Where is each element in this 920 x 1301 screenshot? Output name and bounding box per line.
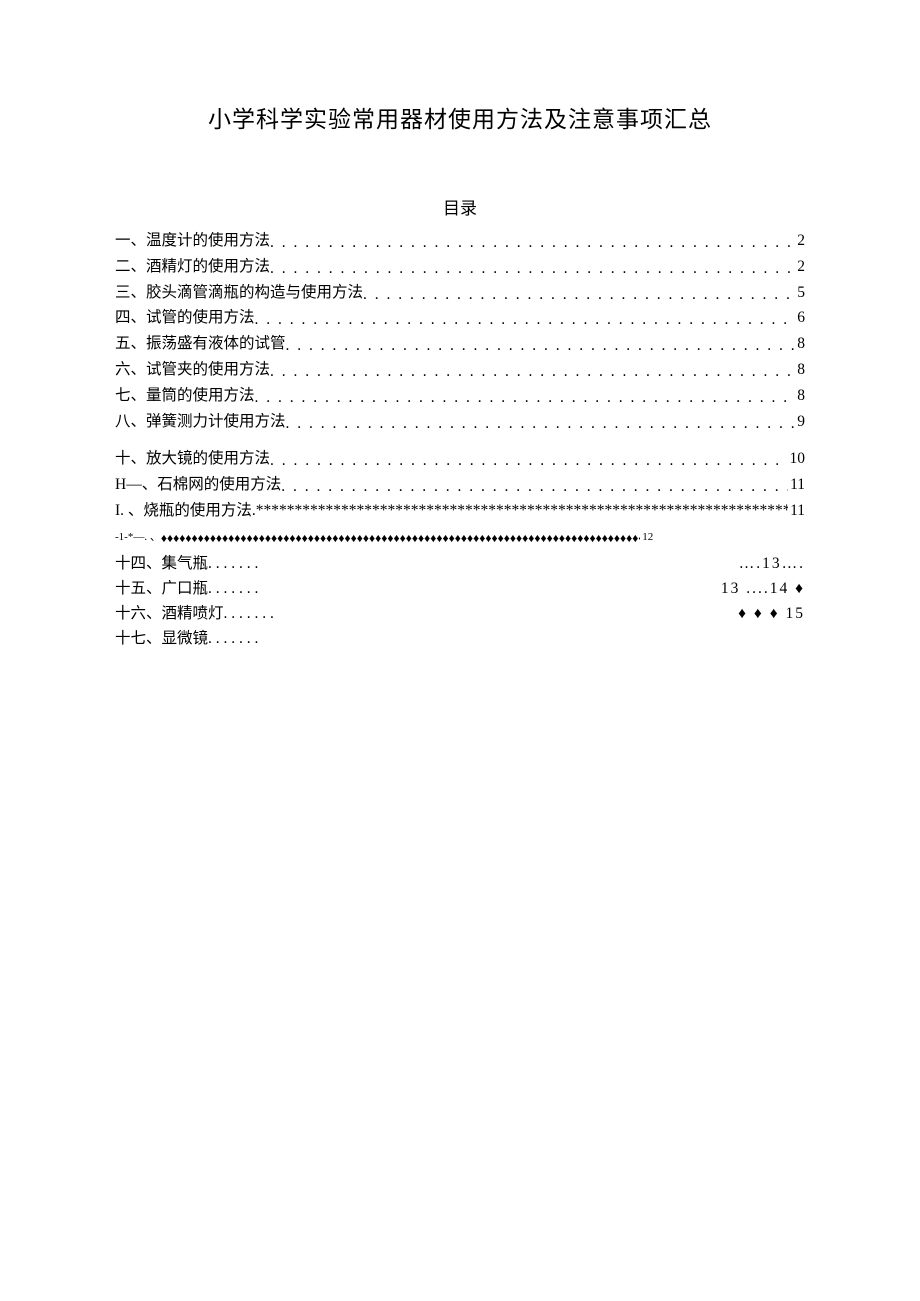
- toc-label: 六、试管夹的使用方法: [115, 358, 270, 383]
- toc-leader: . . . . . . . . . . . . . . . . . . . . …: [270, 231, 795, 254]
- toc-leader: . . . . . . . . . . . . . . . . . . . . …: [363, 283, 795, 306]
- toc-leader: . . . . . . . . . . . . . . . . . . . . …: [255, 308, 796, 331]
- toc-leader: . . . . . . . . . . . . . . . . . . . . …: [270, 257, 795, 280]
- toc-label: 十六、酒精喷灯. . . . . . .: [115, 602, 274, 627]
- toc-item: I. 、烧瓶的使用方法. ***************************…: [115, 499, 805, 524]
- toc-page: 13 ....14 ♦: [721, 577, 805, 602]
- toc-item: 十五、广口瓶. . . . . . . 13 ....14 ♦: [115, 577, 805, 602]
- toc-item: 二、酒精灯的使用方法 . . . . . . . . . . . . . . .…: [115, 255, 805, 280]
- toc-item: 七、量筒的使用方法 . . . . . . . . . . . . . . . …: [115, 384, 805, 409]
- toc-leader: ♦♦♦♦♦♦♦♦♦♦♦♦♦♦♦♦♦♦♦♦♦♦♦♦♦♦♦♦♦♦♦♦♦♦♦♦♦♦♦♦…: [161, 525, 640, 551]
- toc-item: 十七、显微镜. . . . . . .: [115, 627, 805, 652]
- toc-label: 十七、显微镜. . . . . . .: [115, 627, 258, 652]
- toc-label-text: 十六、酒精喷灯: [115, 605, 224, 622]
- toc-label-text: 十五、广口瓶: [115, 580, 208, 597]
- toc-label-text: 十四、集气瓶: [115, 555, 208, 572]
- toc-label: H—、石棉网的使用方法: [115, 473, 281, 498]
- toc-dots: . . . . . . .: [208, 630, 258, 647]
- toc-label: 一、温度计的使用方法: [115, 229, 270, 254]
- toc-leader: . . . . . . . . . . . . . . . . . . . . …: [270, 449, 787, 472]
- toc-leader: . . . . . . . . . . . . . . . . . . . . …: [286, 412, 796, 435]
- toc-label: -1-*—. 、: [115, 525, 161, 551]
- toc-item: -1-*—. 、 ♦♦♦♦♦♦♦♦♦♦♦♦♦♦♦♦♦♦♦♦♦♦♦♦♦♦♦♦♦♦♦…: [115, 525, 653, 551]
- toc-item: H—、石棉网的使用方法 . . . . . . . . . . . . . . …: [115, 473, 805, 498]
- toc-page: 12: [642, 525, 653, 551]
- toc-leader: . . . . . . . . . . . . . . . . . . . . …: [281, 475, 788, 498]
- toc-page: ♦ ♦ ♦ 15: [738, 602, 805, 627]
- document-title: 小学科学实验常用器材使用方法及注意事项汇总: [115, 100, 805, 134]
- toc-label: 十、放大镜的使用方法: [115, 447, 270, 472]
- toc-leader: . . . . . . . . . . . . . . . . . . . . …: [270, 360, 795, 383]
- toc-page: 8: [797, 332, 805, 357]
- toc-leader: . . . . . . . . . . . . . . . . . . . . …: [255, 386, 796, 409]
- toc-label: 四、试管的使用方法: [115, 306, 255, 331]
- toc-page: 11: [790, 499, 805, 524]
- toc-dots: . . . . . . .: [208, 580, 258, 597]
- toc-label: 五、振荡盛有液体的试管: [115, 332, 286, 357]
- toc-leader: ****************************************…: [256, 499, 788, 524]
- toc-item: 五、振荡盛有液体的试管 . . . . . . . . . . . . . . …: [115, 332, 805, 357]
- toc-page: 2: [797, 229, 805, 254]
- toc-label: 七、量筒的使用方法: [115, 384, 255, 409]
- toc-page: 9: [797, 410, 805, 435]
- toc-label: 八、弹簧测力计使用方法: [115, 410, 286, 435]
- toc-page: 11: [790, 473, 805, 498]
- toc-heading: 目录: [115, 194, 805, 219]
- toc-item: 四、试管的使用方法 . . . . . . . . . . . . . . . …: [115, 306, 805, 331]
- toc-page: 8: [797, 384, 805, 409]
- toc-label: 二、酒精灯的使用方法: [115, 255, 270, 280]
- toc-item: 六、试管夹的使用方法 . . . . . . . . . . . . . . .…: [115, 358, 805, 383]
- toc-page: 6: [797, 306, 805, 331]
- toc-page: 2: [797, 255, 805, 280]
- toc-dots: . . . . . . .: [208, 555, 258, 572]
- toc-leader: . . . . . . . . . . . . . . . . . . . . …: [286, 334, 796, 357]
- toc-page: 5: [797, 281, 805, 306]
- toc-list: 一、温度计的使用方法 . . . . . . . . . . . . . . .…: [115, 229, 805, 651]
- toc-item: 八、弹簧测力计使用方法 . . . . . . . . . . . . . . …: [115, 410, 805, 435]
- toc-item: 十六、酒精喷灯. . . . . . . ♦ ♦ ♦ 15: [115, 602, 805, 627]
- toc-item: 三、胶头滴管滴瓶的构造与使用方法 . . . . . . . . . . . .…: [115, 281, 805, 306]
- spacer: [115, 435, 805, 447]
- toc-item: 一、温度计的使用方法 . . . . . . . . . . . . . . .…: [115, 229, 805, 254]
- toc-label-text: 十七、显微镜: [115, 630, 208, 647]
- toc-page: 10: [790, 447, 806, 472]
- toc-page: 8: [797, 358, 805, 383]
- toc-item: 十四、集气瓶. . . . . . . ….13….: [115, 552, 805, 577]
- toc-item: 十、放大镜的使用方法 . . . . . . . . . . . . . . .…: [115, 447, 805, 472]
- toc-label: 十五、广口瓶. . . . . . .: [115, 577, 258, 602]
- toc-page: ….13….: [739, 552, 805, 577]
- toc-label: I. 、烧瓶的使用方法.: [115, 499, 256, 524]
- toc-label: 三、胶头滴管滴瓶的构造与使用方法: [115, 281, 363, 306]
- toc-dots: . . . . . . .: [224, 605, 274, 622]
- toc-label: 十四、集气瓶. . . . . . .: [115, 552, 258, 577]
